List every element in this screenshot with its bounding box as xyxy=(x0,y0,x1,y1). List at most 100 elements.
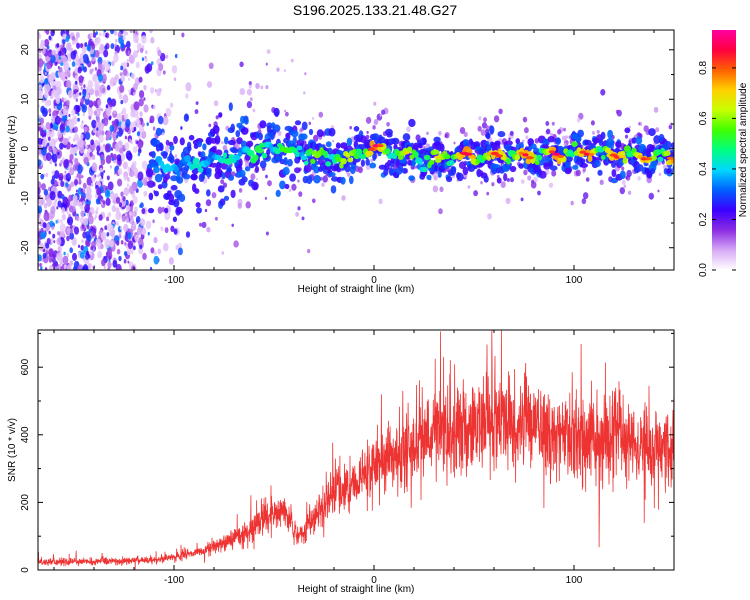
noise-blob xyxy=(139,244,143,250)
noise-blob xyxy=(77,66,82,74)
noise-blob xyxy=(150,266,153,270)
noise-blob xyxy=(97,73,103,82)
noise-blob xyxy=(621,166,625,171)
noise-blob xyxy=(66,253,70,258)
noise-blob xyxy=(208,62,214,70)
noise-blob xyxy=(153,236,158,244)
noise-blob xyxy=(295,211,299,217)
noise-blob xyxy=(223,182,227,188)
noise-blob xyxy=(65,35,70,42)
noise-blob xyxy=(99,32,102,37)
noise-blob xyxy=(112,110,118,118)
spectral-blob xyxy=(245,140,254,148)
spectral-blob xyxy=(505,140,513,146)
noise-blob xyxy=(111,205,117,212)
noise-blob xyxy=(638,122,641,126)
noise-blob xyxy=(120,121,126,130)
noise-blob xyxy=(549,132,554,137)
noise-blob xyxy=(40,266,43,270)
noise-blob xyxy=(121,215,126,223)
noise-blob xyxy=(143,190,148,197)
spectral-blob xyxy=(618,159,624,167)
noise-blob xyxy=(67,264,72,270)
noise-blob xyxy=(303,91,306,95)
spectral-blob xyxy=(187,146,192,152)
spectral-blob xyxy=(346,137,353,147)
spectral-blob xyxy=(658,133,665,143)
noise-blob xyxy=(372,125,376,130)
spectral-blob xyxy=(209,162,218,168)
noise-blob xyxy=(43,211,50,222)
spectral-blob xyxy=(253,183,258,191)
noise-blob xyxy=(106,223,113,232)
noise-blob xyxy=(231,223,234,227)
spectral-blob xyxy=(230,123,235,132)
spectral-blob xyxy=(300,155,308,161)
noise-blob xyxy=(628,190,632,195)
noise-blob xyxy=(72,82,79,92)
noise-blob xyxy=(111,60,115,67)
noise-blob xyxy=(118,202,123,208)
noise-blob xyxy=(44,83,51,93)
noise-blob xyxy=(623,184,627,188)
noise-blob xyxy=(124,213,128,217)
noise-blob xyxy=(110,147,114,151)
spectral-blob xyxy=(224,136,229,145)
spectral-blob xyxy=(365,158,371,166)
noise-blob xyxy=(150,87,155,94)
noise-blob xyxy=(71,109,76,116)
spectral-blob xyxy=(509,165,517,173)
noise-blob xyxy=(82,200,85,205)
noise-blob xyxy=(297,179,300,183)
noise-blob xyxy=(98,134,104,143)
noise-blob xyxy=(114,43,117,48)
x-tick-label: -100 xyxy=(164,575,184,586)
noise-blob xyxy=(128,216,134,225)
noise-blob xyxy=(626,169,632,178)
noise-blob xyxy=(71,143,74,148)
spectral-blob xyxy=(211,146,217,153)
noise-blob xyxy=(170,225,175,232)
noise-blob xyxy=(509,130,514,136)
x-tick-label: -100 xyxy=(164,275,184,286)
noise-blob xyxy=(570,200,574,206)
noise-blob xyxy=(256,177,258,181)
noise-blob xyxy=(70,224,73,229)
spectral-peak xyxy=(557,154,564,159)
noise-blob xyxy=(150,61,154,66)
noise-blob xyxy=(88,100,94,108)
noise-blob xyxy=(57,246,61,252)
noise-blob xyxy=(103,49,109,58)
spectral-blob xyxy=(227,139,236,146)
noise-blob xyxy=(51,170,55,175)
noise-blob xyxy=(481,122,488,129)
noise-blob xyxy=(95,238,101,247)
spectral-blob xyxy=(611,161,616,168)
spectrogram-x-label: Height of straight line (km) xyxy=(298,284,415,295)
spectral-blob xyxy=(610,140,614,150)
spectral-blob xyxy=(526,151,535,158)
noise-blob xyxy=(48,264,54,270)
noise-blob xyxy=(143,104,149,113)
noise-blob xyxy=(43,91,49,99)
noise-blob xyxy=(65,106,69,110)
spectral-blob xyxy=(195,202,201,208)
noise-blob xyxy=(527,175,532,181)
noise-blob xyxy=(100,157,103,161)
noise-blob xyxy=(321,182,325,187)
noise-blob xyxy=(141,35,147,44)
noise-blob xyxy=(101,258,106,267)
noise-blob xyxy=(84,97,90,106)
noise-blob xyxy=(81,45,87,54)
noise-blob xyxy=(84,42,88,47)
noise-blob xyxy=(163,242,169,252)
noise-blob xyxy=(50,54,56,64)
noise-blob xyxy=(94,234,97,239)
spectral-blob xyxy=(448,159,455,166)
spectral-peak xyxy=(637,155,643,159)
noise-blob xyxy=(276,67,280,72)
spectral-blob xyxy=(235,130,241,138)
spectral-blob xyxy=(369,162,377,169)
noise-blob xyxy=(211,192,217,199)
noise-blob xyxy=(102,31,106,37)
